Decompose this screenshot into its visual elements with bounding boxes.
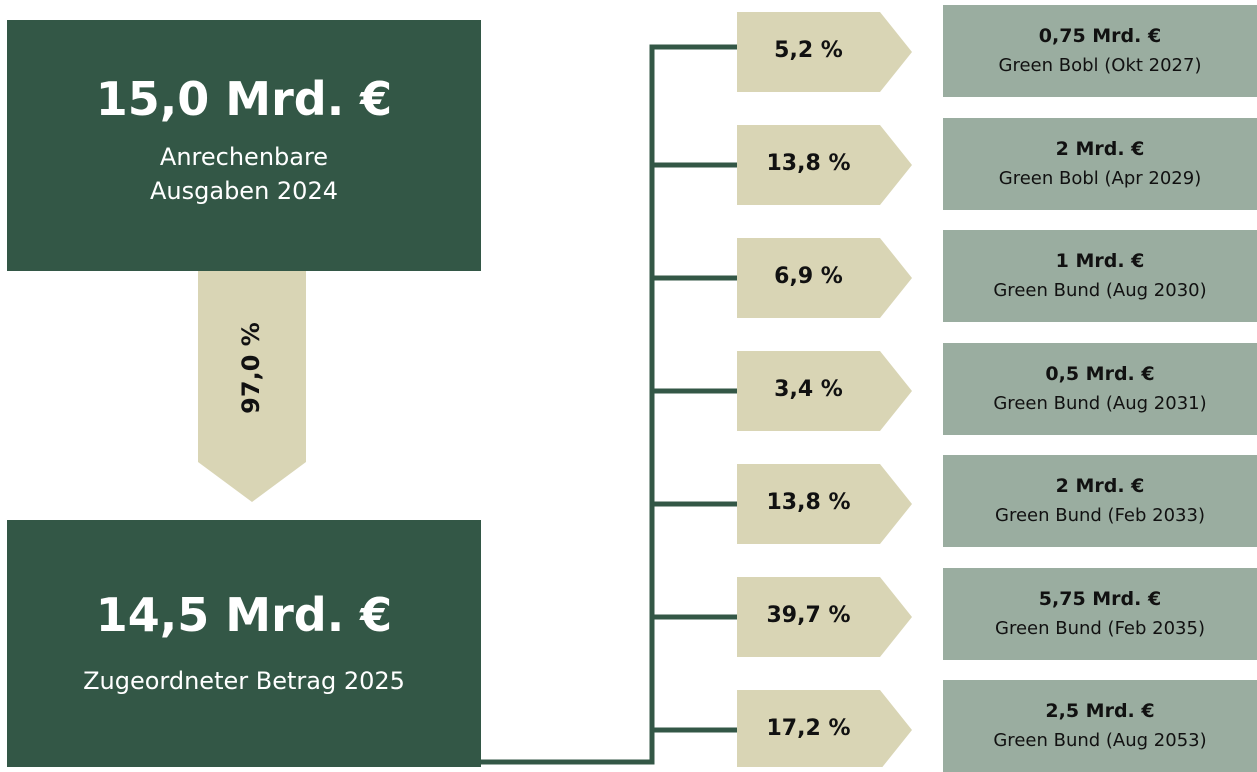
bond-amount: 2 Mrd. € <box>1055 475 1145 497</box>
bond-box: 0,5 Mrd. € Green Bund (Aug 2031) <box>943 342 1257 435</box>
bond-percent: 17,2 % <box>766 716 851 741</box>
allocated-amount: 14,5 Mrd. € <box>95 588 393 642</box>
bond-box: 2 Mrd. € Green Bund (Feb 2033) <box>943 455 1257 547</box>
bond-box: 0,75 Mrd. € Green Bobl (Okt 2027) <box>943 5 1257 97</box>
bond-name: Green Bund (Aug 2030) <box>993 280 1207 301</box>
bond-box: 2,5 Mrd. € Green Bund (Aug 2053) <box>943 680 1257 772</box>
allocated-label: Zugeordneter Betrag 2025 <box>83 667 405 695</box>
bond-amount: 2,5 Mrd. € <box>1045 700 1155 722</box>
share-label: 97,0 % <box>237 322 265 414</box>
bond-percent: 39,7 % <box>766 603 851 628</box>
bond-percent: 3,4 % <box>774 377 843 402</box>
percent-arrow <box>737 464 912 544</box>
source-amount: 15,0 Mrd. € <box>95 72 393 126</box>
bond-amount: 1 Mrd. € <box>1055 250 1145 272</box>
bond-name: Green Bund (Aug 2031) <box>993 392 1207 414</box>
bond-name: Green Bobl (Apr 2029) <box>998 167 1202 189</box>
bond-name: Green Bund (Feb 2033) <box>995 505 1205 526</box>
source-label: Anrechenbare <box>159 143 329 171</box>
bond-percent: 5,2 % <box>774 38 843 63</box>
percent-arrow <box>737 238 912 318</box>
bond-percent: 6,9 % <box>774 264 843 289</box>
percent-arrow <box>737 12 912 92</box>
source-box: 15,0 Mrd. € Anrechenbare Ausgaben 2024 <box>7 20 481 271</box>
trunk-line <box>481 44 737 765</box>
percent-arrow <box>737 351 912 431</box>
bond-amount: 5,75 Mrd. € <box>1038 587 1162 610</box>
percent-arrow <box>737 690 912 767</box>
percent-arrow <box>737 577 912 657</box>
percent-arrow <box>737 125 912 205</box>
share-arrow <box>198 271 306 502</box>
source-label: Ausgaben 2024 <box>150 177 338 205</box>
bond-box: 5,75 Mrd. € Green Bund (Feb 2035) <box>943 567 1257 660</box>
bond-name: Green Bund (Feb 2035) <box>995 617 1205 639</box>
allocated-box: 14,5 Mrd. € Zugeordneter Betrag 2025 <box>7 520 481 767</box>
bond-name: Green Bobl (Okt 2027) <box>998 55 1202 76</box>
bond-amount: 0,75 Mrd. € <box>1038 25 1162 47</box>
bond-percent: 13,8 % <box>766 151 851 176</box>
bond-box: 1 Mrd. € Green Bund (Aug 2030) <box>943 230 1257 322</box>
bond-amount: 2 Mrd. € <box>1055 137 1145 160</box>
bond-percent: 13,8 % <box>766 490 851 515</box>
bond-box: 2 Mrd. € Green Bobl (Apr 2029) <box>943 117 1257 210</box>
bond-amount: 0,5 Mrd. € <box>1045 362 1155 385</box>
bond-name: Green Bund (Aug 2053) <box>993 730 1207 751</box>
